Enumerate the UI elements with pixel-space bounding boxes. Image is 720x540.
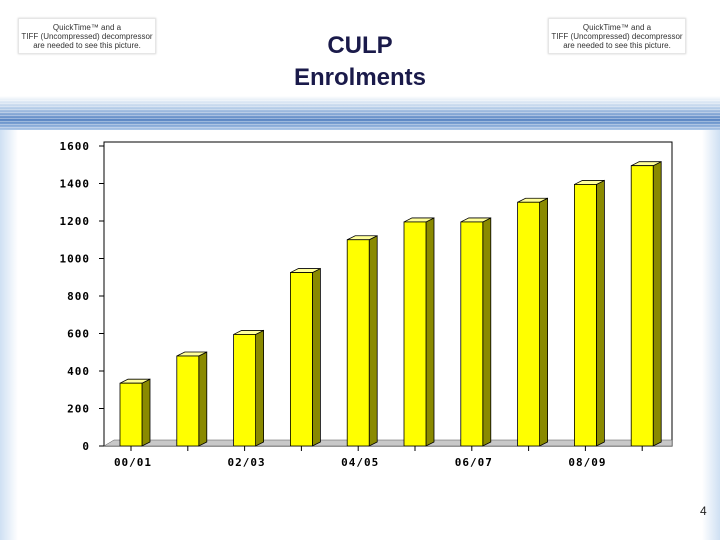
y-tick-label: 1000 <box>60 253 91 266</box>
y-tick-label: 600 <box>67 328 90 341</box>
placeholder-text: QuickTime™ and a <box>52 23 122 32</box>
placeholder-text: QuickTime™ and a <box>582 23 652 32</box>
bar <box>233 334 257 447</box>
y-tick-label: 1600 <box>60 140 91 153</box>
bar <box>630 165 654 447</box>
slide-title-line-1: CULP <box>327 32 393 59</box>
bar-side <box>198 351 208 447</box>
header-band <box>0 96 720 130</box>
image-placeholder-left: QuickTime™ and a TIFF (Uncompressed) dec… <box>18 18 156 54</box>
y-tick-label: 800 <box>67 290 90 303</box>
bar <box>176 355 200 447</box>
slide-title-line-2: Enrolments <box>293 64 427 91</box>
bar <box>574 184 597 447</box>
y-tick-label: 400 <box>67 365 90 378</box>
bar <box>403 221 427 447</box>
y-tick-label: 200 <box>67 403 90 416</box>
bar <box>460 221 484 447</box>
x-tick-label: 02/03 <box>228 456 266 469</box>
placeholder-text: TIFF (Uncompressed) decompressor <box>551 32 683 41</box>
y-tick-label: 1200 <box>60 215 91 228</box>
x-tick-label: 04/05 <box>341 456 379 469</box>
placeholder-text: are needed to see this picture. <box>33 41 141 50</box>
y-tick-label: 1400 <box>60 178 91 191</box>
x-tick-label: 08/09 <box>568 456 606 469</box>
bar <box>119 382 143 447</box>
header-band-stripes <box>0 100 720 130</box>
bar-side <box>141 378 151 447</box>
bar-side <box>539 197 548 447</box>
bar-chart: 0 200 400 600 800 1000 1200 1400 1600 00/01 02/03 0… <box>60 140 673 469</box>
bar <box>517 201 540 447</box>
left-edge-gradient <box>0 120 18 540</box>
bar-side <box>596 179 605 447</box>
x-tick-label: 06/07 <box>455 456 493 469</box>
bar-side <box>311 267 321 447</box>
x-tick-label: 00/01 <box>114 456 152 469</box>
bar <box>346 239 370 447</box>
bar-side <box>652 161 662 447</box>
bar <box>289 272 313 447</box>
bar-side <box>255 329 265 447</box>
placeholder-text: TIFF (Uncompressed) decompressor <box>21 32 153 41</box>
slide-number: 4 <box>700 504 707 518</box>
bar-side <box>482 217 492 447</box>
right-edge-gradient <box>702 120 720 540</box>
bar-side <box>368 235 378 447</box>
bar-side <box>425 217 435 447</box>
y-tick-label: 0 <box>82 440 90 453</box>
placeholder-text: are needed to see this picture. <box>563 41 671 50</box>
image-placeholder-right: QuickTime™ and a TIFF (Uncompressed) dec… <box>548 18 686 54</box>
